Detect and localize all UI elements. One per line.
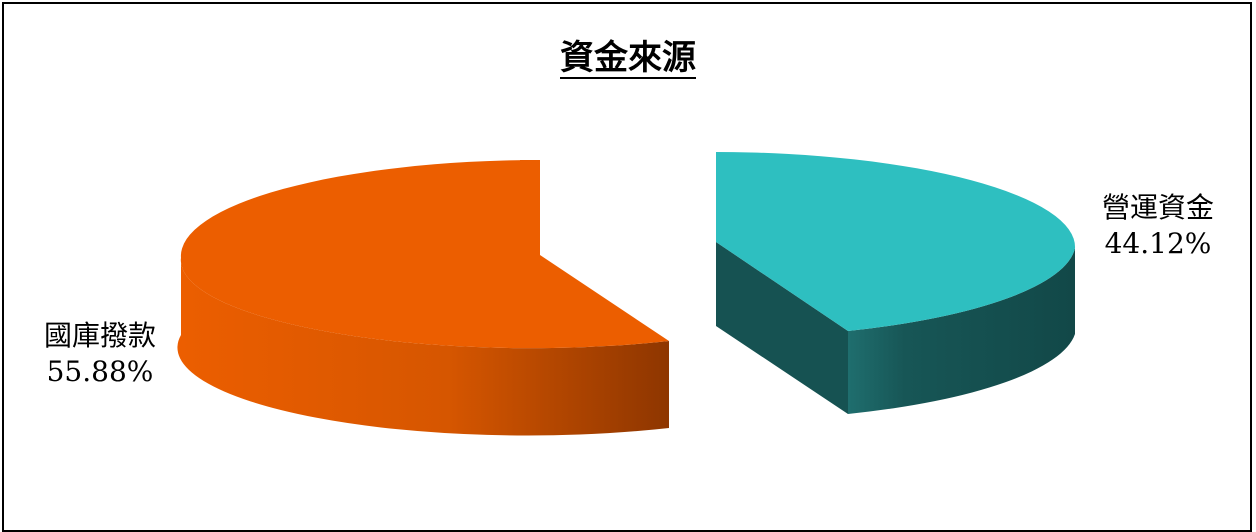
slice-percent-operating-funds: 44.12%	[1104, 227, 1212, 260]
slice-operating-funds	[716, 152, 1076, 414]
slice-label-operating-funds: 營運資金 44.12%	[1078, 190, 1238, 262]
chart-title: 資金來源	[0, 30, 1256, 79]
slice-operating-funds-side	[848, 248, 1075, 414]
slice-name-operating-funds: 營運資金	[1101, 191, 1214, 224]
slice-label-national-treasury: 國庫撥款 55.88%	[20, 318, 180, 390]
chart-title-text: 資金來源	[560, 38, 696, 78]
slice-national-treasury	[177, 160, 669, 436]
slice-name-national-treasury: 國庫撥款	[43, 319, 156, 352]
slice-operating-funds-top	[716, 152, 1076, 331]
slice-percent-national-treasury: 55.88%	[46, 355, 154, 388]
pie-chart	[177, 152, 1076, 436]
slice-national-treasury-top	[180, 160, 669, 349]
slice-operating-funds-inner-face	[716, 152, 848, 414]
slice-national-treasury-side	[177, 258, 669, 436]
